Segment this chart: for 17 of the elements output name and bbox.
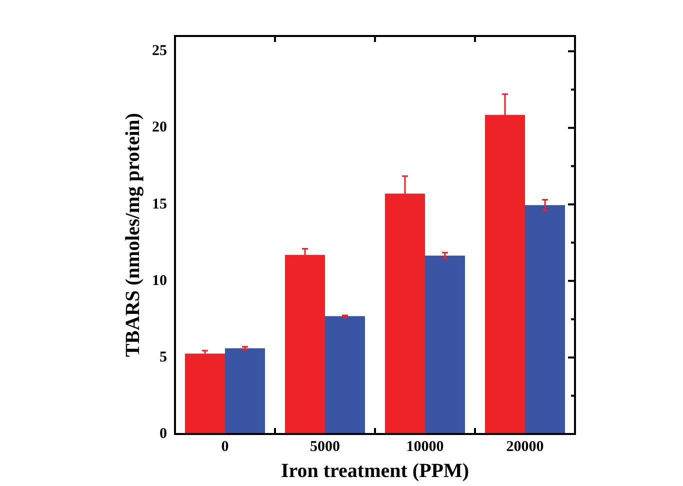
x-tick-label: 20000 — [506, 438, 544, 455]
y-tick-label: 0 — [160, 426, 167, 442]
y-tick-label: 5 — [160, 349, 167, 366]
y-tick-label: 15 — [152, 196, 167, 212]
x-tick-label: 10000 — [406, 438, 444, 455]
x-tick-label: 0 — [221, 438, 229, 455]
bar — [525, 205, 565, 434]
bar — [185, 354, 225, 434]
bar — [225, 348, 265, 434]
bar — [425, 256, 465, 434]
y-tick-label: 10 — [152, 272, 167, 289]
bar — [325, 316, 365, 434]
y-tick-label: 20 — [152, 120, 167, 136]
y-tick-label: 25 — [152, 43, 167, 60]
y-axis-title: TBARS (nmoles/mg protein) — [122, 112, 144, 358]
x-tick-label: 5000 — [310, 438, 340, 455]
x-axis-title: Iron treatment (PPM) — [280, 460, 470, 482]
